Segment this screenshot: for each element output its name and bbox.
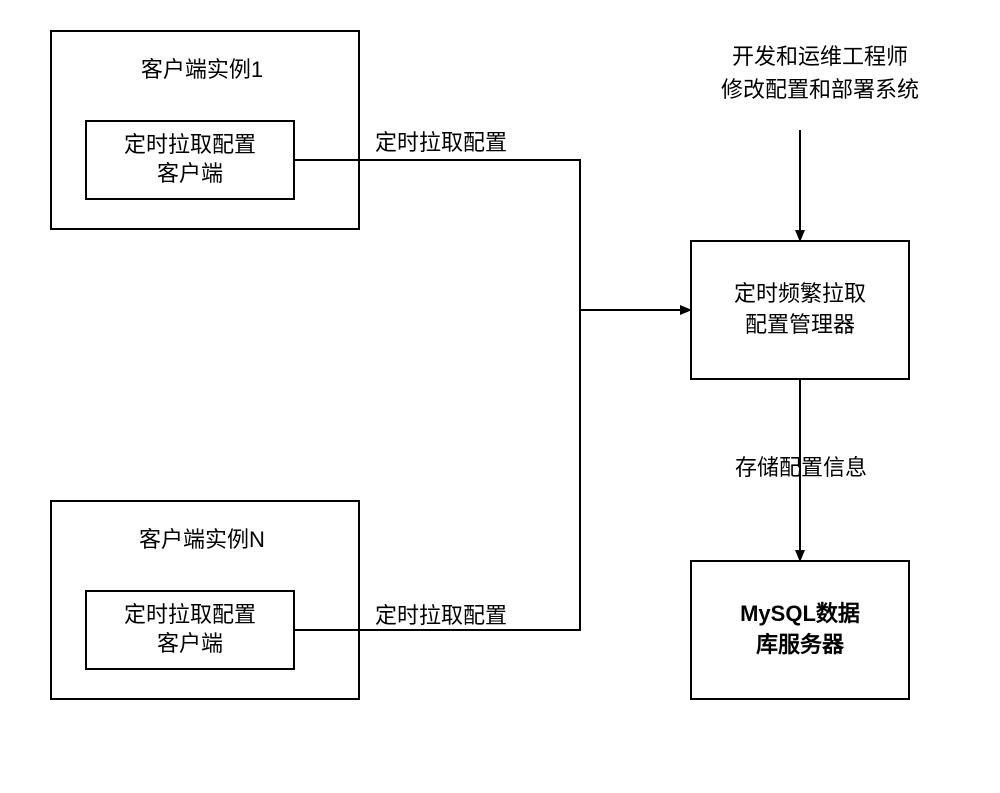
mysql-box: MySQL数据 库服务器	[690, 560, 910, 700]
mysql-label: MySQL数据 库服务器	[740, 599, 860, 661]
diagram-canvas: 客户端实例1 定时拉取配置 客户端 客户端实例N 定时拉取配置 客户端 定时频繁…	[0, 0, 1000, 793]
manager-label: 定时频繁拉取 配置管理器	[734, 279, 866, 341]
clientN-inner-label: 定时拉取配置 客户端	[124, 601, 256, 658]
edge-label-engineers: 开发和运维工程师 修改配置和部署系统	[700, 40, 940, 106]
edge-label-store: 存储配置信息	[735, 450, 867, 482]
edge-label-clientN: 定时拉取配置	[375, 598, 507, 630]
clientN-title: 客户端实例N	[112, 522, 292, 554]
manager-box: 定时频繁拉取 配置管理器	[690, 240, 910, 380]
client1-title: 客户端实例1	[112, 52, 292, 84]
edge-label-client1: 定时拉取配置	[375, 125, 507, 157]
client1-inner-label: 定时拉取配置 客户端	[124, 131, 256, 188]
clientN-inner-box: 定时拉取配置 客户端	[85, 590, 295, 670]
client1-inner-box: 定时拉取配置 客户端	[85, 120, 295, 200]
